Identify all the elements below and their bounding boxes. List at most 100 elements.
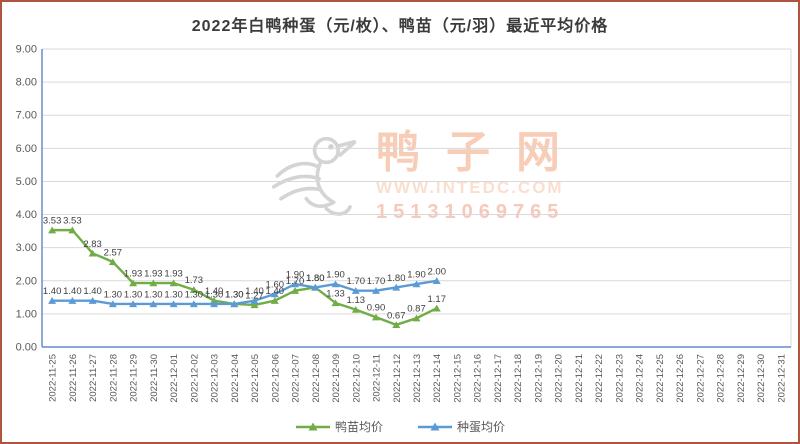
data-point-marker [372, 313, 381, 321]
data-point-marker [108, 258, 117, 266]
legend-label-duckling-price: 鸭苗均价 [334, 420, 383, 434]
data-point-label: 1.80 [306, 273, 325, 284]
data-point-label: 1.30 [144, 289, 163, 300]
x-tick-label: 2022-12-30 [756, 354, 767, 403]
data-point-label: 1.27 [245, 290, 264, 301]
data-point-marker [149, 279, 158, 287]
data-point-marker [169, 279, 178, 287]
x-tick-label: 2022-12-24 [635, 354, 646, 403]
data-point-label: 1.40 [245, 286, 264, 297]
x-tick-label: 2022-11-30 [149, 354, 160, 402]
data-point-label: 0.67 [387, 310, 406, 321]
x-tick-label: 2022-12-03 [210, 354, 221, 403]
x-tick-label: 2022-12-11 [372, 354, 383, 402]
data-point-marker [270, 297, 279, 304]
x-tick-label: 2022-12-15 [452, 354, 463, 403]
data-point-marker [392, 283, 401, 291]
data-point-label: 1.70 [347, 276, 366, 287]
data-point-label: 1.93 [164, 269, 183, 280]
data-point-marker [68, 297, 77, 304]
y-tick-label: 0.00 [16, 342, 37, 354]
duckling-series-marker-icon [295, 422, 330, 430]
data-point-marker [189, 300, 198, 308]
data-point-marker [108, 300, 117, 308]
y-tick-label: 5.00 [16, 176, 37, 188]
y-tick-label: 6.00 [16, 143, 37, 155]
y-tick-label: 3.00 [16, 242, 37, 254]
data-point-label: 1.30 [205, 289, 224, 300]
data-point-label: 3.53 [63, 216, 82, 227]
legend-item-egg-price: 种蛋均价 [417, 418, 505, 435]
data-point-marker [392, 321, 401, 329]
x-tick-label: 2022-12-06 [270, 354, 281, 403]
series-egg-price [48, 277, 441, 308]
x-tick-label: 2022-12-27 [695, 354, 706, 403]
data-point-marker [432, 277, 441, 284]
x-tick-label: 2022-12-22 [594, 354, 605, 403]
data-point-label: 1.93 [124, 269, 143, 280]
x-tick-label: 2022-12-13 [412, 354, 423, 403]
x-tick-label: 2022-12-23 [614, 354, 625, 403]
x-tick-label: 2022-12-17 [493, 354, 504, 403]
data-point-label: 3.53 [43, 216, 62, 227]
data-point-label: 2.00 [427, 266, 446, 277]
x-tick-label: 2022-12-31 [776, 354, 787, 403]
x-tick-label: 2022-12-09 [331, 354, 342, 403]
data-point-label: 1.40 [43, 286, 62, 297]
y-tick-label: 7.00 [16, 110, 37, 122]
data-point-marker [291, 287, 300, 294]
y-tick-label: 4.00 [16, 209, 37, 221]
data-point-marker [351, 287, 360, 294]
chart-legend: 鸭苗均价 种蛋均价 [2, 418, 798, 435]
data-point-marker [291, 280, 300, 288]
legend-item-duckling-price: 鸭苗均价 [295, 418, 383, 435]
egg-series-marker-icon [418, 422, 452, 430]
series-data-labels: 1.40 1.40 1.40 1.30 1.30 1.30 1.30 1.30 1.30 1.30… [43, 266, 446, 300]
data-point-marker [250, 301, 259, 309]
data-point-label: 1.80 [306, 273, 325, 284]
data-point-marker [149, 300, 158, 308]
data-point-label: 1.13 [347, 295, 366, 306]
data-point-label: 1.60 [266, 280, 285, 291]
data-point-marker [412, 280, 421, 288]
data-point-marker [48, 226, 57, 234]
data-point-marker [169, 300, 178, 308]
x-tick-label: 2022-12-16 [473, 354, 484, 403]
x-tick-label: 2022-12-19 [533, 354, 544, 403]
data-point-label: 1.90 [326, 270, 345, 281]
data-point-label: 1.17 [427, 294, 446, 305]
data-point-label: 1.70 [286, 276, 305, 287]
x-tick-label: 2022-11-28 [108, 354, 119, 402]
data-point-marker [372, 287, 381, 294]
x-tick-label: 2022-11-29 [129, 354, 140, 402]
x-tick-label: 2022-11-27 [88, 354, 99, 402]
data-point-marker [189, 286, 198, 293]
x-tick-label: 2022-12-25 [655, 354, 666, 403]
data-point-label: 1.80 [387, 273, 406, 284]
data-point-label: 1.40 [205, 286, 224, 297]
x-tick-label: 2022-12-26 [675, 354, 686, 403]
x-tick-label: 2022-12-29 [736, 354, 747, 403]
data-point-marker [230, 300, 239, 308]
data-point-label: 1.90 [286, 270, 305, 281]
y-tick-label: 8.00 [16, 77, 37, 89]
data-point-label: 2.57 [104, 247, 123, 258]
x-tick-label: 2022-12-20 [554, 354, 565, 403]
data-point-label: 1.93 [144, 269, 163, 280]
x-tick-label: 2022-12-21 [574, 354, 585, 403]
chart-title: 2022年白鸭种蛋（元/枚）、鸭苗（元/羽）最近平均价格 [191, 18, 609, 35]
data-point-marker [250, 297, 259, 304]
data-point-label: 1.30 [225, 289, 244, 300]
data-point-marker [412, 314, 421, 322]
axes [41, 49, 791, 348]
x-tick-label: 2022-12-12 [392, 354, 403, 403]
data-point-label: 1.70 [367, 276, 386, 287]
data-point-label: 1.40 [63, 286, 82, 297]
x-axis-tick-labels: 2022-11-25 2022-11-26 2022-11-27 2022-11-28… [48, 354, 788, 403]
y-tick-label: 1.00 [16, 308, 37, 320]
series-data-labels: 3.53 3.532.832.571.93 1.93 1.931.731.40 1.30… [43, 216, 446, 322]
data-point-label: 0.87 [407, 304, 426, 315]
